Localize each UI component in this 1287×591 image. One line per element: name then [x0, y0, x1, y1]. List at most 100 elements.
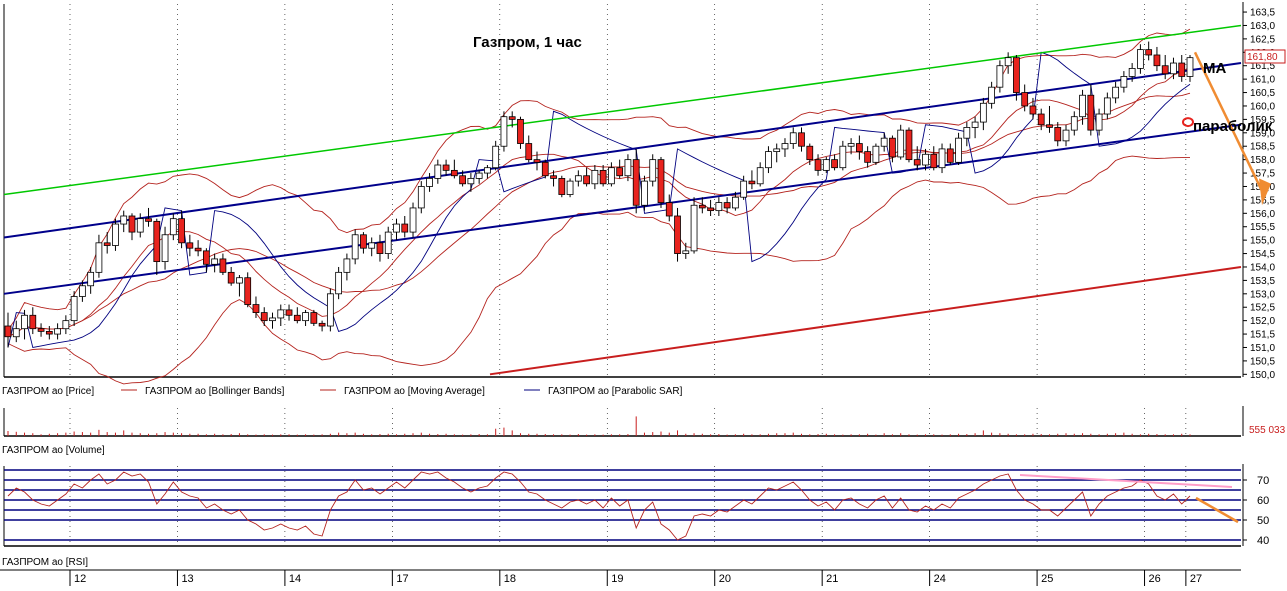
candle-up: [938, 148, 946, 169]
candle-up: [1120, 76, 1128, 88]
forecast-arrowhead: [1259, 178, 1271, 206]
moving-average: [7, 66, 1191, 338]
candle-down: [599, 169, 607, 185]
candle-down: [558, 178, 566, 195]
candle-down: [459, 175, 466, 185]
candle-up: [335, 271, 343, 295]
candle-down: [4, 325, 12, 338]
y-tick-label: 152,0: [1250, 316, 1275, 327]
candle-up: [484, 167, 491, 174]
candle-down: [632, 159, 640, 206]
parabolic-sar: [7, 51, 1191, 349]
candle-up: [690, 204, 698, 252]
candle-up: [409, 207, 417, 233]
candle-down: [178, 218, 185, 244]
candle-down: [525, 143, 533, 161]
price-indicator-lines: [3, 24, 1242, 385]
candle-down: [864, 151, 872, 163]
y-tick-label: 163,0: [1250, 21, 1275, 32]
y-tick-label: 161,5: [1250, 61, 1275, 72]
candle-down: [442, 164, 450, 171]
candle-up: [996, 65, 1004, 88]
candle-up: [393, 223, 400, 233]
candle-up: [236, 277, 243, 284]
channel-red-line: [489, 265, 1242, 376]
y-tick-label: 151,0: [1250, 343, 1275, 354]
candle-down: [103, 242, 111, 246]
chart-annotations: [1019, 51, 1271, 524]
candle-up: [979, 102, 987, 123]
candle-up: [21, 314, 28, 330]
channel-lower-line: [3, 123, 1242, 295]
candle-down: [665, 202, 673, 217]
candle-up: [79, 285, 86, 297]
candle-down: [806, 145, 814, 161]
candle-up: [872, 145, 880, 163]
candle-down: [401, 223, 409, 233]
candle-up: [326, 293, 334, 327]
y-tick-label: 158,0: [1250, 155, 1275, 166]
candle-down: [227, 271, 235, 284]
parabolic-marker: [1182, 117, 1194, 128]
last-price-label: 161,80: [1247, 52, 1278, 63]
candle-down: [698, 204, 706, 209]
candle-up: [87, 271, 95, 287]
candle-down: [814, 159, 822, 171]
candle-up: [368, 242, 376, 249]
candle-up: [277, 309, 285, 319]
x-tick-label: 13: [181, 573, 193, 585]
candle-down: [310, 312, 318, 324]
y-tick-label: 150,0: [1250, 370, 1275, 381]
candle-up: [1186, 57, 1194, 77]
candle-down: [550, 175, 557, 179]
candle-down: [533, 159, 541, 163]
candle-up: [822, 159, 830, 171]
candle-down: [260, 312, 268, 322]
candle-down: [798, 132, 805, 147]
candle-up: [434, 164, 442, 179]
candle-down: [657, 159, 665, 203]
candle-up: [847, 143, 855, 147]
candle-down: [583, 175, 590, 185]
y-tick-label: 156,0: [1250, 209, 1275, 220]
candle-down: [707, 207, 714, 212]
rsi-forecast-arrow: [1195, 496, 1239, 524]
candle-up: [756, 167, 764, 185]
candle-up: [467, 178, 475, 185]
y-tick-label: 153,5: [1250, 276, 1275, 287]
candle-down: [145, 218, 152, 222]
candle-down: [517, 118, 524, 144]
candle-up: [641, 180, 648, 206]
y-tick-label: 160,5: [1250, 88, 1275, 99]
y-tick-label: 159,5: [1250, 115, 1275, 126]
candlestick-series: [4, 41, 1194, 348]
candle-up: [591, 169, 599, 185]
candle-up: [988, 86, 995, 104]
candle-down: [905, 129, 913, 161]
y-tick-label: 155,5: [1250, 222, 1275, 233]
candle-down: [252, 304, 260, 313]
candle-down: [946, 148, 954, 163]
legend-bollinger: ГАЗПРОМ ао [Bollinger Bands]: [145, 386, 285, 397]
candle-up: [1103, 97, 1111, 115]
candle-up: [475, 172, 483, 179]
candle-up: [351, 234, 359, 260]
candle-down: [1021, 92, 1029, 107]
candle-down: [153, 220, 161, 263]
candle-up: [12, 328, 20, 338]
channel-upper-line: [3, 62, 1242, 239]
y-tick-label: 161,0: [1250, 75, 1275, 86]
candle-up: [136, 218, 144, 233]
candle-up: [781, 143, 789, 150]
x-tick-label: 20: [719, 573, 731, 585]
annotation-ma: MA: [1203, 60, 1226, 77]
candle-up: [789, 132, 797, 144]
candle-down: [219, 258, 227, 273]
candle-down: [29, 314, 37, 330]
y-tick-label: 150,5: [1250, 356, 1275, 367]
candle-up: [500, 116, 508, 147]
candle-up: [1137, 49, 1144, 69]
candle-up: [971, 121, 979, 128]
candle-down: [508, 116, 516, 120]
